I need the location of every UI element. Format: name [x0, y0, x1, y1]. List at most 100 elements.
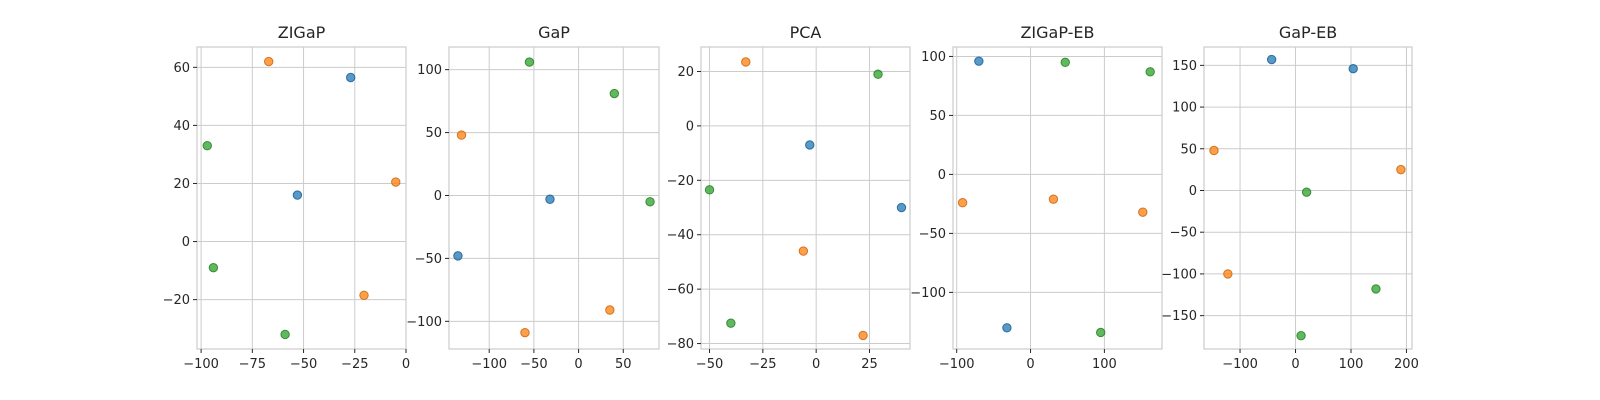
scatter-point-cluster-1 [805, 140, 815, 150]
scatter-point-cluster-2 [1223, 269, 1233, 279]
scatter-point-cluster-2 [359, 290, 369, 300]
scatter-point-cluster-3 [704, 185, 715, 195]
scatter-point-cluster-1 [896, 202, 907, 213]
x-tick-label: 0 [402, 357, 410, 372]
y-tick-label: 0 [182, 235, 190, 250]
panel-5: −100 0 100 200 −150 −100 −50 0 50 100 150 GaP-EB [1161, 23, 1419, 372]
y-tick-label: 100 [417, 63, 442, 78]
y-tick-label: −20 [163, 293, 190, 308]
scatter-point-cluster-1 [1266, 54, 1277, 65]
scatter-point-cluster-2 [520, 327, 530, 338]
y-tick-label: 50 [425, 126, 442, 141]
y-tick-label: −150 [1161, 309, 1197, 324]
scatter-point-cluster-3 [280, 329, 290, 340]
x-tick-label: −25 [749, 357, 776, 372]
scatter-point-cluster-1 [345, 72, 356, 83]
panel-2: −100 −50 0 50 −100 −50 0 50 100 GaP [406, 23, 660, 372]
x-tick-label: 100 [1092, 357, 1117, 372]
scatter-point-cluster-2 [391, 177, 401, 187]
scatter-point-cluster-3 [873, 69, 883, 79]
scatter-point-cluster-2 [1138, 207, 1148, 217]
scatter-point-cluster-1 [1348, 63, 1358, 74]
x-tick-label: −100 [939, 357, 975, 372]
plot-frame [700, 46, 911, 350]
scatter-point-cluster-2 [798, 246, 809, 256]
y-tick-label: −50 [919, 227, 946, 242]
panel-3: −50 −25 0 25 −80 −60 −40 −20 0 20 PCA [667, 23, 911, 372]
y-tick-label: 20 [173, 177, 190, 192]
scatter-point-cluster-3 [1060, 57, 1070, 68]
scatter-point-cluster-3 [1096, 327, 1106, 338]
scatter-point-cluster-2 [264, 56, 274, 67]
x-tick-label: 50 [615, 357, 632, 372]
x-tick-label: −50 [696, 357, 723, 372]
x-tick-label: −50 [520, 357, 547, 372]
scatter-point-cluster-3 [1296, 330, 1306, 341]
scatter-point-cluster-2 [1209, 145, 1219, 156]
y-tick-label: −80 [667, 337, 694, 352]
scatter-point-cluster-2 [1396, 164, 1406, 175]
y-tick-label: 60 [173, 61, 190, 76]
y-tick-label: 0 [938, 168, 946, 183]
y-tick-label: −50 [1170, 226, 1197, 241]
scatter-point-cluster-3 [208, 262, 219, 273]
y-tick-label: 50 [1180, 142, 1197, 157]
y-tick-label: −100 [1161, 267, 1197, 282]
scatter-point-cluster-3 [202, 141, 212, 151]
x-tick-label: −100 [183, 357, 219, 372]
scatter-point-cluster-3 [1371, 284, 1381, 294]
x-tick-label: 0 [1026, 357, 1034, 372]
scatter-point-cluster-1 [453, 251, 463, 261]
y-tick-label: −50 [415, 252, 442, 267]
scatter-point-cluster-3 [524, 57, 535, 67]
panel-4: −100 0 100 −100 −50 0 50 100 ZIGaP-EB [910, 23, 1163, 372]
y-tick-label: 0 [686, 119, 694, 134]
x-tick-label: 0 [812, 357, 820, 372]
x-tick-label: −25 [341, 357, 368, 372]
scatter-point-cluster-1 [292, 190, 303, 200]
panel-title: GaP [538, 23, 570, 42]
scatter-point-cluster-3 [726, 318, 736, 328]
x-tick-label: 0 [1291, 357, 1299, 372]
plot-frame [952, 46, 1163, 350]
y-tick-label: −100 [406, 315, 442, 330]
x-tick-label: −75 [239, 357, 266, 372]
plot-frame [1203, 46, 1413, 350]
scatter-point-cluster-2 [456, 130, 467, 140]
y-tick-label: 20 [677, 65, 694, 80]
x-tick-label: 0 [574, 357, 582, 372]
scatter-point-cluster-1 [545, 194, 555, 204]
panel-1: −100 −75 −50 −25 0 −20 0 20 40 60 ZIGaP [163, 23, 411, 372]
y-tick-label: 150 [1172, 59, 1197, 74]
y-tick-label: −20 [667, 174, 694, 189]
panel-title: PCA [790, 23, 822, 42]
y-tick-label: 100 [1172, 101, 1197, 116]
y-tick-label: 100 [921, 50, 946, 65]
scatter-point-cluster-3 [609, 88, 620, 99]
plot-frame [196, 46, 407, 350]
y-tick-label: 0 [1189, 184, 1197, 199]
x-tick-label: 100 [1339, 357, 1364, 372]
panel-title: ZIGaP-EB [1020, 23, 1094, 42]
y-tick-label: 50 [929, 109, 946, 124]
scatter-point-cluster-2 [957, 198, 968, 208]
plot-frame [448, 46, 660, 350]
y-tick-label: 40 [173, 119, 190, 134]
scatter-point-cluster-1 [974, 56, 984, 66]
y-tick-label: −100 [910, 286, 946, 301]
scatter-point-cluster-1 [1002, 323, 1012, 333]
scatter-point-cluster-3 [1301, 187, 1312, 197]
x-tick-label: −50 [290, 357, 317, 372]
x-tick-label: 25 [861, 357, 878, 372]
x-tick-label: −100 [1222, 357, 1258, 372]
scatter-point-cluster-2 [1048, 194, 1059, 204]
y-tick-label: −60 [667, 283, 694, 298]
y-tick-label: −40 [667, 228, 694, 243]
scatter-point-cluster-2 [741, 57, 751, 67]
x-tick-label: −100 [471, 357, 507, 372]
panel-title: GaP-EB [1279, 23, 1337, 42]
scatter-point-cluster-2 [605, 305, 615, 315]
y-tick-label: 0 [434, 189, 442, 204]
panel-title: ZIGaP [278, 23, 326, 42]
